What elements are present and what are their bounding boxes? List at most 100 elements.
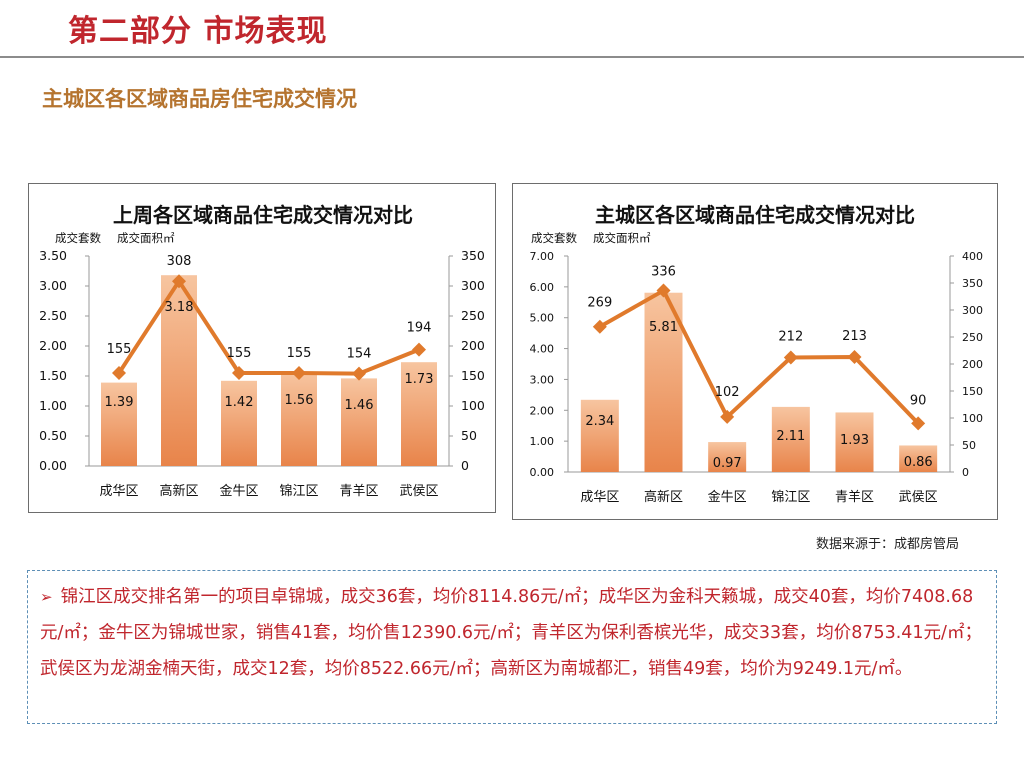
chart-title: 上周各区域商品住宅成交情况对比 — [113, 203, 413, 227]
bullet-arrow-icon: ➢ — [40, 588, 53, 606]
category-label: 锦江区 — [771, 490, 810, 505]
left-tick-label: 3.00 — [530, 373, 555, 386]
bar-data-label: 1.73 — [405, 372, 434, 387]
line-data-label: 154 — [347, 347, 372, 362]
category-label: 高新区 — [644, 489, 683, 505]
left-tick-label: 0.00 — [39, 458, 67, 473]
line-marker — [292, 366, 306, 380]
left-tick-label: 6.00 — [530, 281, 555, 294]
right-tick-label: 300 — [461, 278, 485, 293]
bar-data-label: 1.46 — [345, 398, 374, 413]
bar-data-label: 5.81 — [649, 320, 678, 335]
bar-data-label: 1.39 — [105, 395, 134, 410]
bar — [341, 378, 377, 466]
left-axis-label: 成交套数 — [55, 231, 101, 245]
left-tick-label: 2.00 — [39, 338, 67, 353]
bar-data-label: 2.11 — [776, 429, 805, 444]
category-label: 成华区 — [580, 490, 619, 505]
right-tick-label: 0 — [461, 458, 469, 473]
line-marker — [656, 283, 671, 298]
bar — [835, 412, 874, 472]
bar — [101, 382, 137, 466]
bar-data-label: 2.34 — [585, 414, 614, 429]
line-data-label: 308 — [167, 254, 192, 269]
category-label: 武侯区 — [899, 490, 938, 505]
bar — [899, 445, 938, 472]
line-data-label: 269 — [587, 296, 612, 311]
line-marker — [172, 274, 186, 289]
right-tick-label: 250 — [461, 308, 485, 323]
source-note: 数据来源于：成都房管局 — [816, 537, 960, 552]
line-data-label: 194 — [407, 321, 432, 336]
right-tick-label: 150 — [461, 368, 485, 383]
line-marker — [112, 366, 126, 380]
right-tick-label: 0 — [962, 466, 969, 479]
category-label: 高新区 — [159, 483, 198, 499]
left-tick-label: 1.50 — [39, 368, 67, 383]
bar — [580, 399, 619, 472]
right-tick-label: 350 — [461, 248, 485, 263]
line-data-label: 336 — [651, 265, 676, 280]
line-data-label: 155 — [227, 346, 252, 361]
category-label: 武侯区 — [399, 484, 438, 499]
line-data-label: 90 — [910, 393, 927, 408]
category-label: 金牛区 — [708, 489, 747, 505]
line-marker — [847, 349, 862, 364]
right-tick-label: 250 — [962, 331, 983, 344]
right-tick-label: 150 — [962, 385, 983, 398]
bar — [281, 372, 317, 466]
bar — [644, 292, 683, 472]
right-tick-label: 100 — [461, 398, 485, 413]
line-data-label: 155 — [107, 342, 132, 357]
page-title: 第二部分 市场表现 — [68, 14, 328, 49]
bar — [771, 406, 810, 472]
bar-data-label: 0.86 — [904, 455, 933, 470]
section-title: 主城区各区域商品房住宅成交情况 — [42, 87, 357, 111]
right-tick-label: 50 — [962, 439, 976, 452]
bar-data-label: 1.42 — [225, 395, 254, 410]
category-label: 青羊区 — [339, 483, 378, 499]
line-marker — [232, 366, 246, 380]
left-tick-label: 5.00 — [530, 312, 555, 325]
left-tick-label: 2.50 — [39, 308, 67, 323]
left-tick-label: 1.00 — [530, 435, 555, 448]
bar-data-label: 3.18 — [165, 300, 194, 315]
right-axis-label: 成交面积㎡ — [117, 231, 175, 245]
left-tick-label: 4.00 — [530, 343, 555, 356]
left-tick-label: 3.00 — [39, 278, 67, 293]
chart-main-district: 主城区各区域商品住宅成交情况对比 成交套数 成交面积㎡ 0.00 1.00 2.00 3.0… — [512, 183, 998, 520]
bar — [221, 380, 257, 466]
category-label: 青羊区 — [835, 489, 874, 505]
chart-title: 主城区各区域商品住宅成交情况对比 — [595, 203, 915, 227]
bar — [161, 275, 197, 466]
right-tick-label: 200 — [461, 338, 485, 353]
summary-paragraph: ➢ 锦江区成交排名第一的项目卓锦城，成交36套，均价8114.86元/㎡；成华区为… — [40, 579, 984, 687]
right-tick-label: 100 — [962, 412, 983, 425]
bar-data-label: 1.56 — [285, 393, 314, 408]
line-data-label: 212 — [778, 330, 803, 345]
line-marker — [592, 319, 607, 334]
right-tick-label: 200 — [962, 358, 983, 371]
line-marker — [783, 350, 798, 365]
category-label: 锦江区 — [279, 484, 318, 499]
bar — [708, 442, 747, 472]
right-axis-label: 成交面积㎡ — [593, 231, 651, 245]
left-axis-label: 成交套数 — [531, 231, 577, 245]
line-marker — [412, 342, 426, 357]
left-tick-label: 3.50 — [39, 248, 67, 263]
line-marker — [352, 366, 366, 381]
title-divider — [0, 56, 1024, 58]
bar — [401, 362, 437, 466]
series-line — [598, 288, 920, 425]
line-data-label: 213 — [842, 329, 867, 344]
left-tick-label: 1.00 — [39, 398, 67, 413]
line-marker — [720, 409, 735, 424]
bar-data-label: 0.97 — [713, 456, 742, 471]
left-tick-label: 0.00 — [530, 466, 555, 479]
series-line — [117, 279, 420, 376]
right-tick-label: 350 — [962, 277, 983, 290]
summary-text: 锦江区成交排名第一的项目卓锦城，成交36套，均价8114.86元/㎡；成华区为金… — [40, 587, 982, 679]
line-marker — [911, 416, 926, 431]
category-label: 金牛区 — [219, 483, 258, 499]
